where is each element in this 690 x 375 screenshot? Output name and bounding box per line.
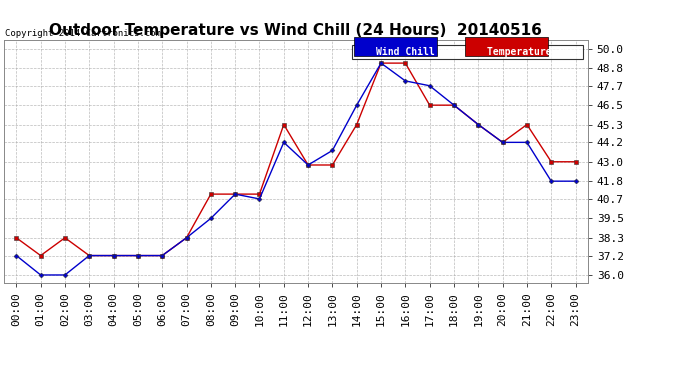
- Text: Copyright 2014 Cartronics.com: Copyright 2014 Cartronics.com: [5, 29, 161, 38]
- Legend: Wind Chill (°F), Temperature (°F): Wind Chill (°F), Temperature (°F): [352, 45, 583, 59]
- Title: Outdoor Temperature vs Wind Chill (24 Hours)  20140516: Outdoor Temperature vs Wind Chill (24 Ho…: [50, 23, 542, 38]
